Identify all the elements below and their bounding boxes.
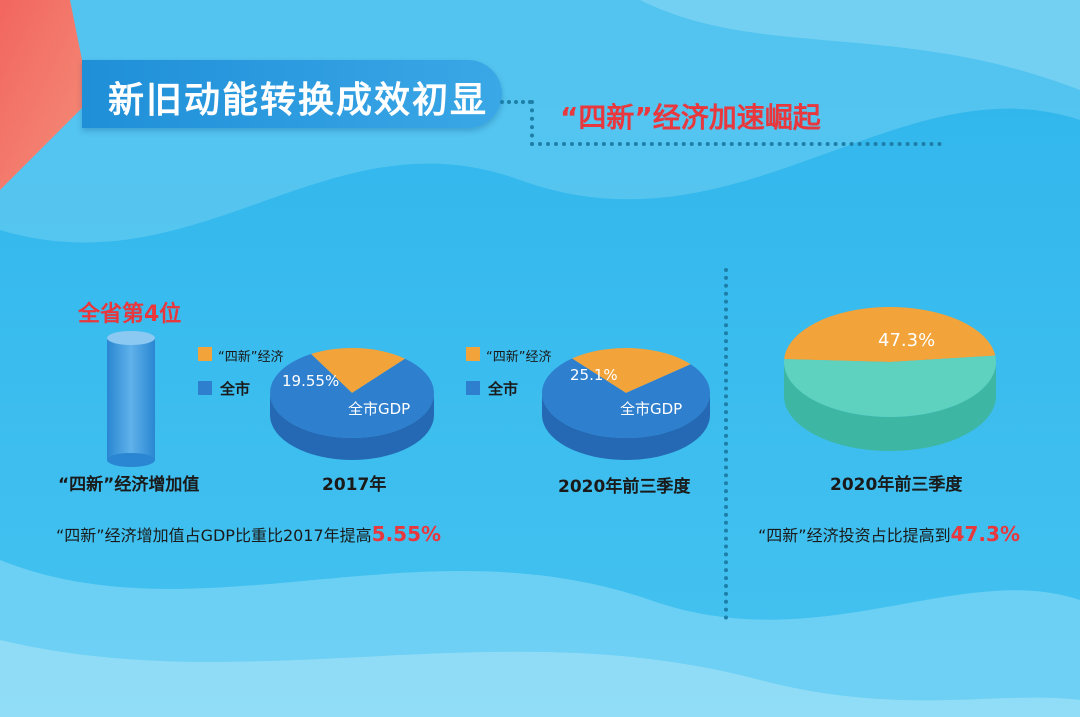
pie2-slice-label: 25.1% xyxy=(570,366,618,384)
pie2-title: 2020年前三季度 xyxy=(558,477,691,497)
pie1-base-label: 全市GDP xyxy=(348,400,411,418)
left-note-text: “四新”经济增加值占GDP比重比2017年提高 xyxy=(56,526,372,545)
right-note-value: 47.3% xyxy=(950,522,1020,546)
pie2-side-1 xyxy=(542,393,710,460)
legend-swatch-new xyxy=(466,347,480,361)
panel-divider xyxy=(724,268,728,620)
legend-label-city: 全市 xyxy=(220,380,251,398)
legend-swatch-city xyxy=(198,381,212,395)
legend-label-new: “四新”经济 xyxy=(486,350,552,365)
pie2-slice-0 xyxy=(572,348,691,393)
pie3-side-1 xyxy=(784,362,996,451)
pie1-title: 2017年 xyxy=(322,475,387,495)
pie3-slice-0 xyxy=(784,306,996,362)
dotted-connector xyxy=(530,142,942,146)
rank-label: 全省第4位 xyxy=(78,302,182,327)
legend-label-city: 全市 xyxy=(488,380,519,398)
pie3-slice-label: 47.3% xyxy=(878,330,936,351)
dotted-connector xyxy=(500,100,532,104)
pie3-slice-1 xyxy=(784,355,996,417)
pie2-slice-1 xyxy=(542,358,711,439)
cylinder-caption: “四新”经济增加值 xyxy=(58,475,200,495)
legend-swatch-new xyxy=(198,347,212,361)
pie1-slice-1 xyxy=(269,354,434,439)
section-subtitle: “四新”经济加速崛起 xyxy=(560,101,821,134)
page-title: 新旧动能转换成效初显 xyxy=(108,80,489,121)
right-note-text: “四新”经济投资占比提高到 xyxy=(758,526,951,545)
pie3-title: 2020年前三季度 xyxy=(830,475,963,495)
right-note: “四新”经济投资占比提高到47.3% xyxy=(758,522,1020,546)
pie2-base-label: 全市GDP xyxy=(620,400,683,418)
red-corner-decoration xyxy=(0,0,90,190)
pie1-side-1 xyxy=(270,393,434,460)
legend-label-new: “四新”经济 xyxy=(218,350,284,365)
pie1-slice-label: 19.55% xyxy=(282,372,340,390)
dotted-connector xyxy=(530,100,534,146)
left-note: “四新”经济增加值占GDP比重比2017年提高5.55% xyxy=(56,522,441,546)
title-bar xyxy=(82,60,502,128)
cylinder-icon xyxy=(107,331,155,467)
legend-swatch-city xyxy=(466,381,480,395)
left-note-value: 5.55% xyxy=(371,522,442,546)
pie1-slice-0 xyxy=(311,348,406,393)
